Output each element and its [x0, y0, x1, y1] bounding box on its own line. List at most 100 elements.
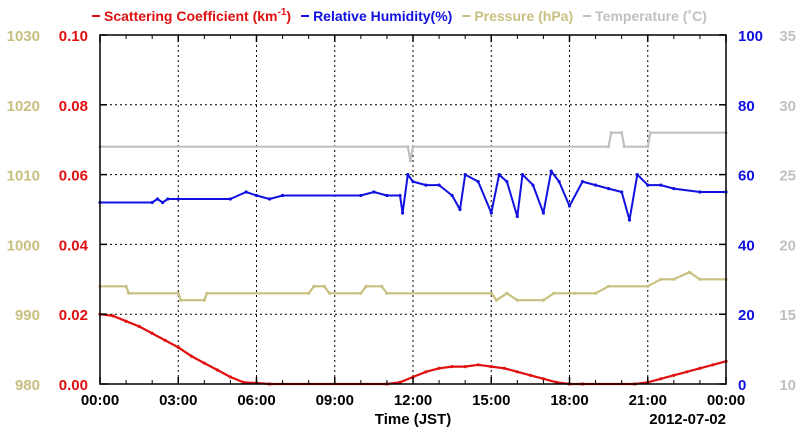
scattering-point [150, 331, 154, 335]
legend-label-scattering: Scattering Coefficient (km-1) [104, 7, 291, 24]
scattering-point [515, 370, 519, 374]
humidity-point [267, 197, 272, 201]
pressure-point [607, 284, 611, 288]
temperature-point [408, 159, 412, 163]
humidity-point [580, 180, 585, 184]
humidity-point [161, 200, 165, 205]
pressure-point [380, 284, 384, 288]
humidity-point [359, 193, 363, 198]
scattering-point [228, 375, 232, 379]
humidity-point [406, 173, 410, 177]
humidity-point [627, 218, 632, 222]
pressure-point [687, 270, 692, 274]
x-tick-label: 12:00 [394, 392, 432, 409]
temperature-tick-label: 10 [779, 377, 796, 394]
humidity-point [254, 193, 259, 198]
pressure-point [567, 291, 572, 295]
humidity-point [635, 173, 639, 177]
scattering-tick-label: 0.10 [59, 28, 88, 45]
pressure-point [594, 291, 598, 295]
humidity-tick-label: 20 [738, 307, 755, 324]
humidity-point [372, 190, 376, 194]
pressure-point [176, 291, 180, 295]
humidity-point [401, 211, 405, 215]
humidity-point [463, 173, 467, 177]
pressure-point [659, 277, 663, 281]
scattering-point [554, 380, 559, 384]
temperature-tick-label: 15 [779, 307, 796, 324]
pressure-point [312, 284, 316, 288]
pressure-point [179, 298, 183, 302]
series-layer [98, 131, 728, 386]
pressure-point [327, 291, 332, 295]
x-tick-label: 03:00 [159, 392, 197, 409]
x-tick-label: 09:00 [316, 392, 354, 409]
humidity-point [450, 193, 454, 198]
humidity-point [505, 180, 509, 184]
scattering-tick-label: 0.04 [59, 237, 89, 254]
humidity-tick-label: 80 [738, 98, 755, 115]
labels: 00:00 03:00 06:00 09:00 12:00 15:00 18:00 21:00… [7, 28, 796, 409]
pressure-tick-label: 980 [15, 377, 40, 394]
x-tick-label: 18:00 [550, 392, 588, 409]
temperature-tick-label: 25 [779, 168, 796, 185]
pressure-point [698, 277, 702, 281]
scattering-point [698, 366, 702, 370]
scattering-point [711, 363, 715, 367]
scattering-point [215, 368, 219, 372]
scattering-point [137, 324, 141, 328]
pressure-point [124, 284, 128, 288]
scattering-tick-label: 0.02 [59, 307, 88, 324]
humidity-point [166, 197, 170, 201]
humidity-point [557, 180, 561, 184]
pressure-point [307, 291, 311, 295]
pressure-tick-label: 990 [15, 307, 40, 324]
temperature-tick-label: 20 [779, 237, 796, 254]
pressure-point [672, 277, 676, 281]
scattering-point [541, 377, 546, 381]
humidity-point [646, 183, 650, 187]
temperature-tick-label: 30 [779, 98, 796, 115]
scattering-tick-label: 0.08 [59, 98, 88, 115]
scattering-point [398, 380, 402, 384]
humidity-point [424, 183, 428, 187]
humidity-point [458, 207, 462, 212]
scattering-point [163, 338, 167, 342]
pressure-tick-label: 1000 [7, 237, 40, 254]
humidity-point [489, 211, 493, 215]
humidity-point [594, 183, 598, 187]
scattering-point [124, 319, 128, 323]
pressure-tick-label: 1010 [7, 168, 40, 185]
humidity-point [437, 183, 441, 187]
pressure-point [359, 291, 363, 295]
humidity-point [515, 214, 519, 219]
grid [100, 35, 726, 384]
humidity-point [659, 183, 663, 187]
pressure-point [494, 298, 499, 302]
humidity-point [228, 197, 232, 201]
humidity-point [567, 204, 572, 208]
pressure-point [573, 291, 577, 295]
date-label: 2012-07-02 [649, 411, 726, 428]
pressure-point [364, 284, 368, 288]
humidity-point [476, 180, 480, 184]
scattering-point [241, 380, 246, 384]
humidity-point [531, 183, 535, 187]
humidity-point [155, 197, 159, 201]
humidity-point [620, 190, 624, 194]
temperature-tick-label: 35 [779, 28, 796, 45]
humidity-point [398, 193, 402, 198]
humidity-point [411, 180, 415, 184]
temperature-point [646, 145, 650, 149]
scattering-point [111, 314, 115, 318]
scattering-point [489, 365, 493, 369]
pressure-point [515, 298, 519, 302]
pressure-tick-label: 1020 [7, 98, 40, 115]
scattering-point [476, 363, 480, 367]
pressure-point [505, 291, 509, 295]
scattering-point [202, 361, 206, 365]
scattering-point [450, 365, 454, 369]
humidity-point [176, 197, 180, 201]
humidity-point [607, 187, 611, 191]
humidity-point [520, 173, 525, 177]
